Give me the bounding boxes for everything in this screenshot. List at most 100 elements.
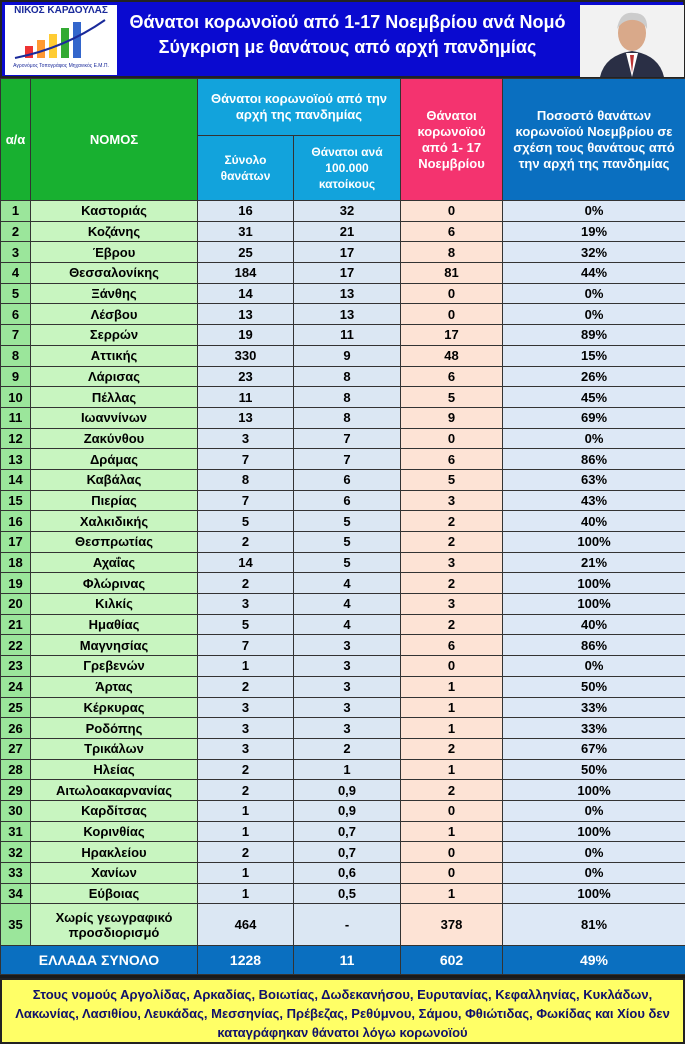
table-row: 32 Ηρακλείου 2 0,7 0 0% — [0, 841, 685, 863]
per100k-cell: 11 — [293, 324, 401, 346]
percent-cell: 86% — [502, 634, 685, 657]
index-cell: 35 — [0, 903, 31, 947]
index-cell: 25 — [0, 696, 31, 719]
per100k-cell: 17 — [293, 262, 401, 284]
november-cell: 0 — [400, 841, 503, 863]
region-cell: Σερρών — [30, 324, 198, 346]
index-cell: 9 — [0, 365, 31, 388]
total-cell: 464 — [197, 903, 294, 947]
region-cell: Ημαθίας — [30, 613, 198, 636]
november-cell: 1 — [400, 675, 503, 698]
total-cell: 3 — [197, 427, 294, 450]
per100k-cell: 8 — [293, 386, 401, 408]
table-row: 34 Εύβοιας 1 0,5 1 100% — [0, 882, 685, 905]
november-cell: 0 — [400, 655, 503, 677]
total-cell: 1 — [197, 655, 294, 677]
index-cell: 16 — [0, 510, 31, 532]
table-row: 23 Γρεβενών 1 3 0 0% — [0, 655, 685, 677]
total-cell: 23 — [197, 365, 294, 388]
table-row: 25 Κέρκυρας 3 3 1 33% — [0, 696, 685, 719]
region-cell: Κοζάνης — [30, 220, 198, 243]
per100k-cell: 5 — [293, 551, 401, 574]
table-row: 6 Λέσβου 13 13 0 0% — [0, 303, 685, 326]
total-cell: 2 — [197, 779, 294, 801]
region-cell: Καρδίτσας — [30, 799, 198, 822]
region-cell: Αιτωλοακαρνανίας — [30, 779, 198, 801]
photo — [580, 5, 684, 77]
total-cell: 5 — [197, 510, 294, 532]
index-cell: 3 — [0, 241, 31, 264]
november-cell: 2 — [400, 572, 503, 595]
percent-cell: 0% — [502, 799, 685, 822]
november-cell: 48 — [400, 344, 503, 367]
percent-cell: 40% — [502, 510, 685, 532]
total-cell: 7 — [197, 489, 294, 512]
table-row: 16 Χαλκιδικής 5 5 2 40% — [0, 510, 685, 532]
percent-cell: 50% — [502, 758, 685, 781]
per100k-cell: 0,9 — [293, 779, 401, 801]
per100k-cell: 4 — [293, 593, 401, 615]
percent-cell: 45% — [502, 386, 685, 408]
total-cell: 3 — [197, 593, 294, 615]
table-row: 5 Ξάνθης 14 13 0 0% — [0, 282, 685, 305]
percent-cell: 0% — [502, 655, 685, 677]
title: Θάνατοι κορωνοϊού από 1-17 Νοεμβρίου ανά… — [129, 12, 566, 32]
per100k-cell: 3 — [293, 696, 401, 719]
total-value: 49% — [502, 945, 685, 976]
region-cell: Θεσσαλονίκης — [30, 262, 198, 284]
total-cell: 3 — [197, 737, 294, 760]
header-total: Σύνολο θανάτων — [197, 135, 294, 201]
percent-cell: 100% — [502, 882, 685, 905]
per100k-cell: 7 — [293, 427, 401, 450]
per100k-cell: 0,6 — [293, 862, 401, 884]
per100k-cell: 32 — [293, 200, 401, 222]
percent-cell: 50% — [502, 675, 685, 698]
data-table: α/α ΝΟΜΟΣ Θάνατοι κορωνοϊού από την αρχή… — [0, 78, 685, 976]
header-percent: Ποσοστό θανάτων κορωνοϊού Νοεμβρίου σε σ… — [502, 78, 685, 201]
total-cell: 2 — [197, 675, 294, 698]
percent-cell: 21% — [502, 551, 685, 574]
november-cell: 1 — [400, 717, 503, 739]
percent-cell: 100% — [502, 593, 685, 615]
november-cell: 3 — [400, 593, 503, 615]
november-cell: 5 — [400, 386, 503, 408]
region-cell: Καβάλας — [30, 468, 198, 491]
per100k-cell: 6 — [293, 468, 401, 491]
total-value: 11 — [293, 945, 401, 976]
region-cell: Γρεβενών — [30, 655, 198, 677]
total-cell: 1 — [197, 799, 294, 822]
table-row: 30 Καρδίτσας 1 0,9 0 0% — [0, 799, 685, 822]
table-row: 29 Αιτωλοακαρνανίας 2 0,9 2 100% — [0, 779, 685, 801]
region-cell: Ηλείας — [30, 758, 198, 781]
per100k-cell: 0,7 — [293, 820, 401, 843]
region-cell: Πιερίας — [30, 489, 198, 512]
per100k-cell: 3 — [293, 675, 401, 698]
percent-cell: 44% — [502, 262, 685, 284]
november-cell: 0 — [400, 427, 503, 450]
total-cell: 13 — [197, 303, 294, 326]
index-cell: 4 — [0, 262, 31, 284]
percent-cell: 26% — [502, 365, 685, 388]
index-cell: 5 — [0, 282, 31, 305]
index-cell: 32 — [0, 841, 31, 863]
region-cell: Κέρκυρας — [30, 696, 198, 719]
november-cell: 0 — [400, 200, 503, 222]
percent-cell: 67% — [502, 737, 685, 760]
november-cell: 1 — [400, 820, 503, 843]
per100k-cell: 13 — [293, 282, 401, 305]
index-cell: 6 — [0, 303, 31, 326]
total-cell: 1 — [197, 882, 294, 905]
per100k-cell: 5 — [293, 531, 401, 553]
logo-name: ΝΙΚΟΣ ΚΑΡΔΟΥΛΑΣ — [14, 5, 108, 16]
november-cell: 8 — [400, 241, 503, 264]
percent-cell: 32% — [502, 241, 685, 264]
november-cell: 1 — [400, 882, 503, 905]
per100k-cell: 0,7 — [293, 841, 401, 863]
total-label: ΕΛΛΑΔΑ ΣΥΝΟΛΟ — [0, 945, 198, 976]
table-row: 26 Ροδόπης 3 3 1 33% — [0, 717, 685, 739]
percent-cell: 100% — [502, 531, 685, 553]
november-cell: 6 — [400, 634, 503, 657]
region-cell: Ιωαννίνων — [30, 406, 198, 429]
index-cell: 14 — [0, 468, 31, 491]
